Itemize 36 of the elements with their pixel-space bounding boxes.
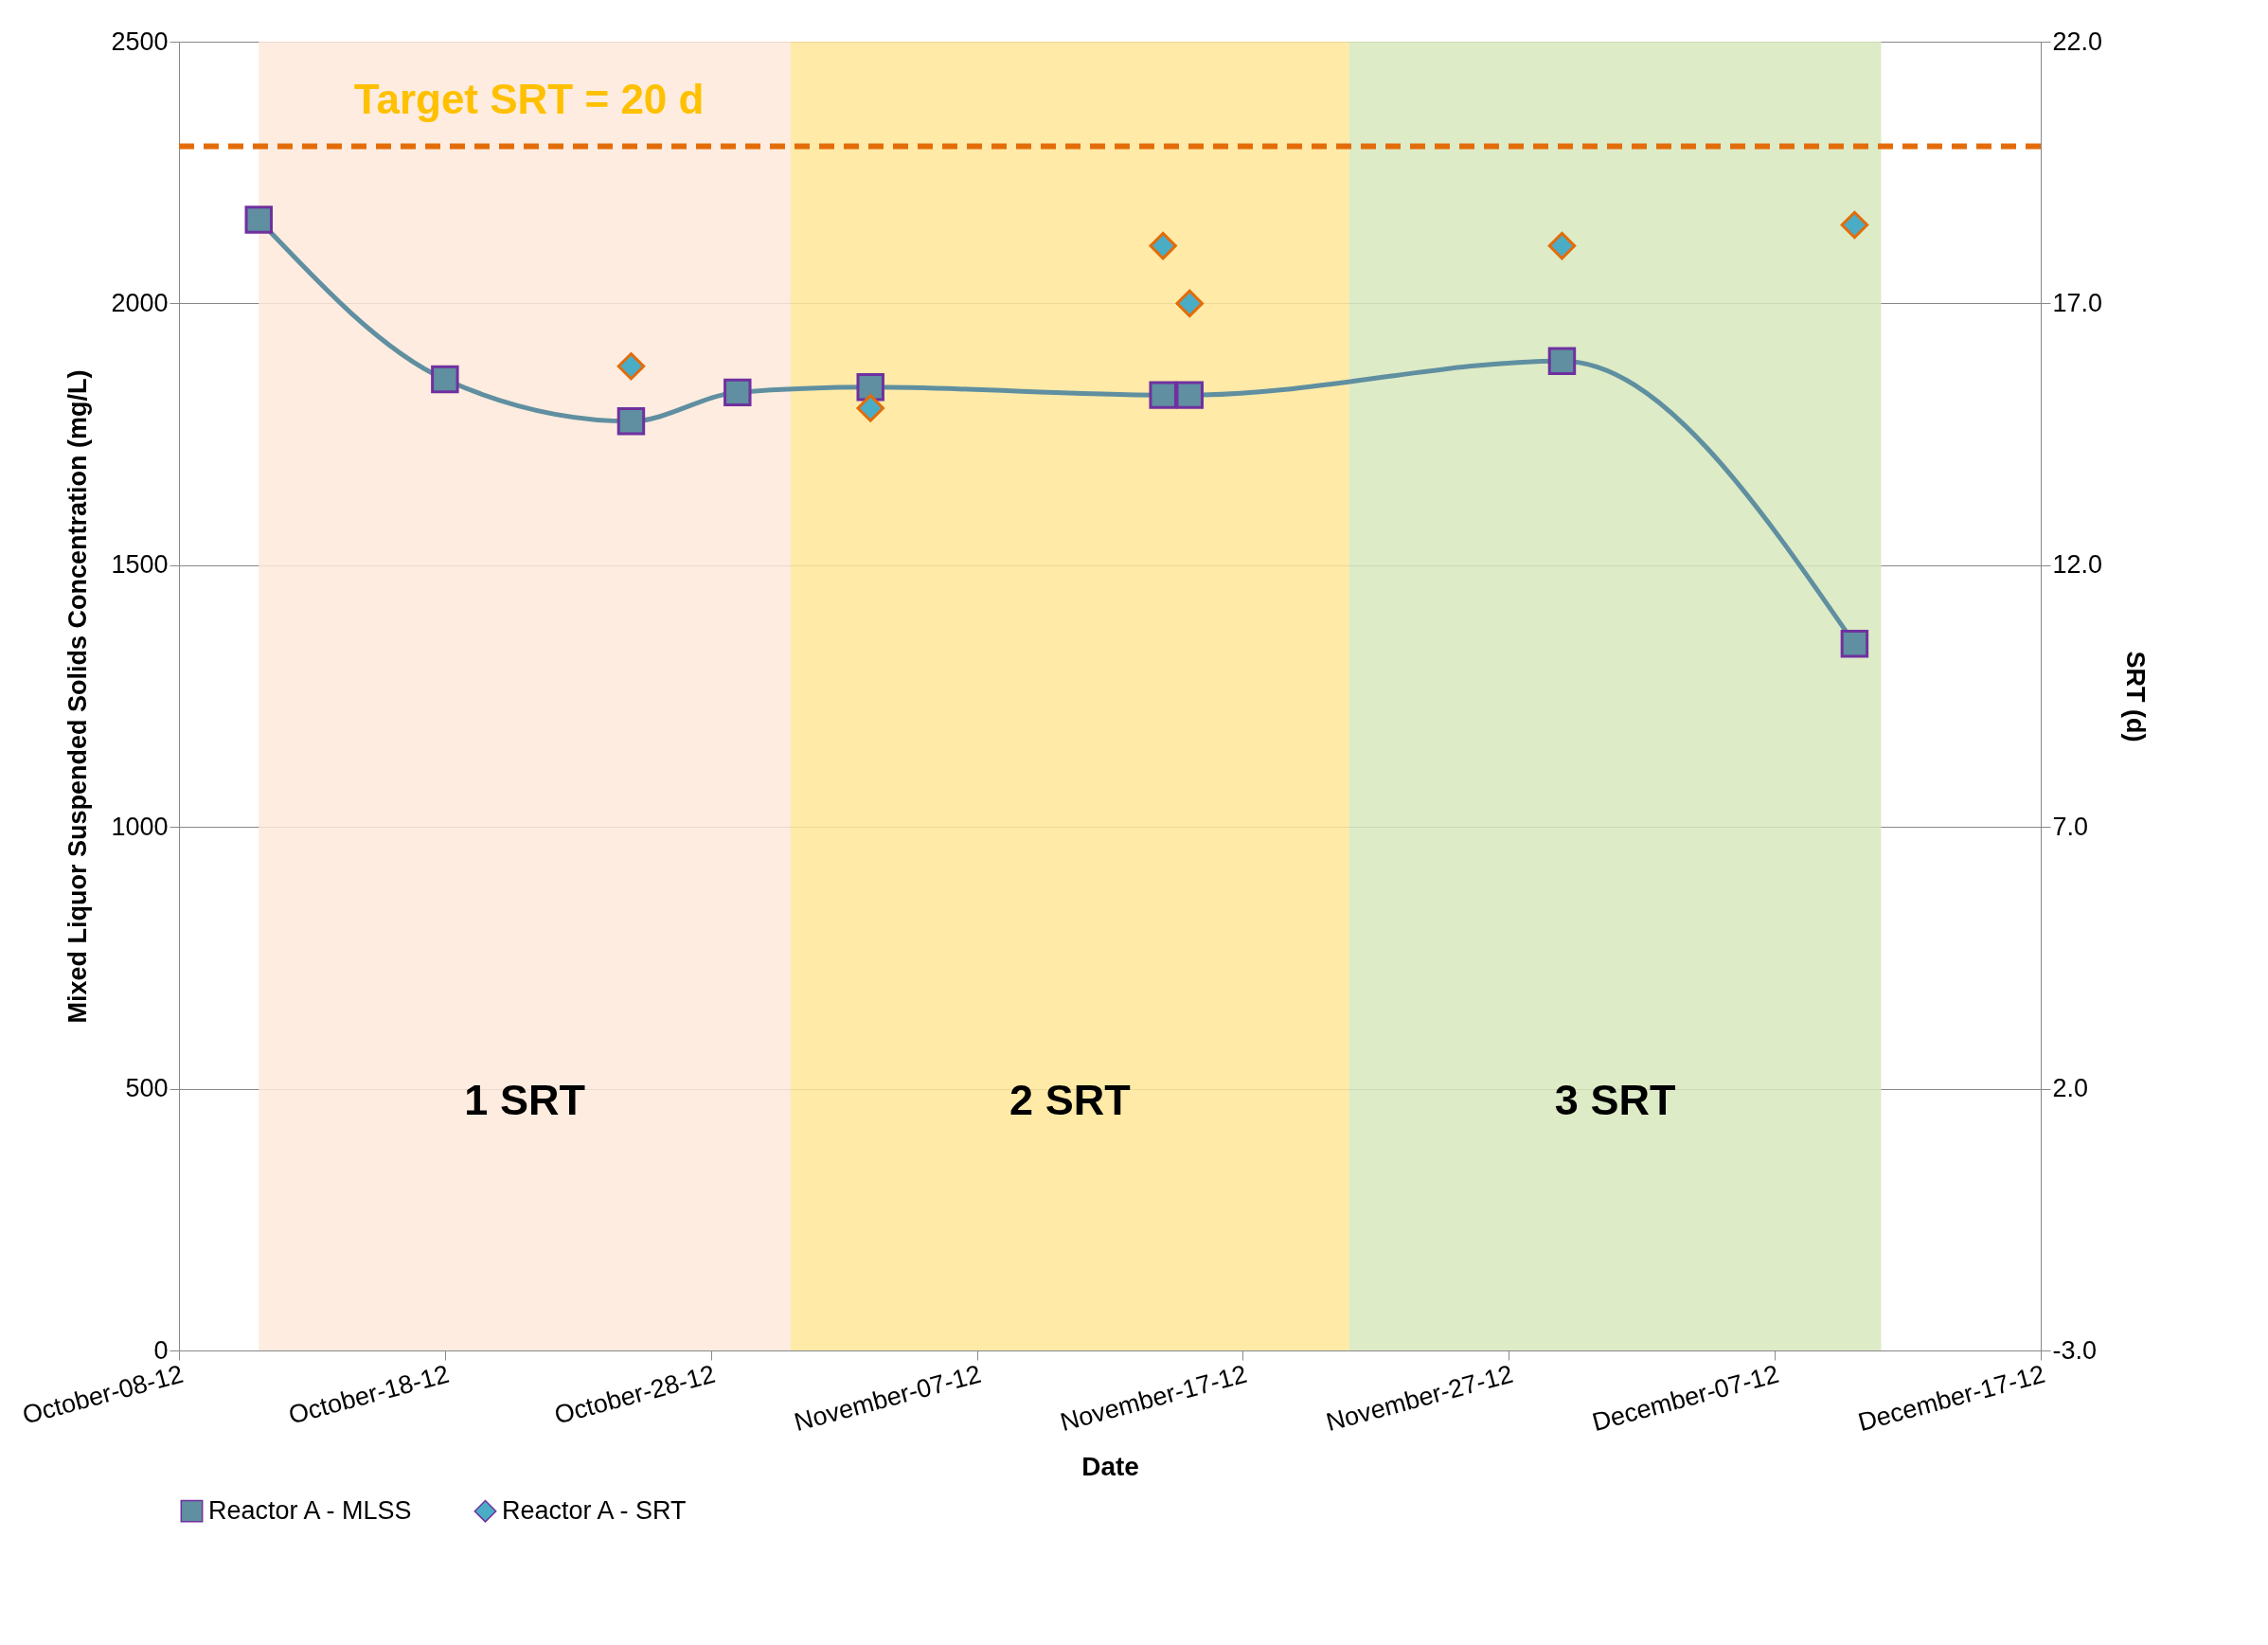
point — [616, 407, 646, 436]
point — [723, 378, 752, 407]
point — [1175, 381, 1204, 409]
y-tick-label: 500 — [125, 1074, 169, 1103]
y2-tick-label: -3.0 — [2052, 1335, 2098, 1365]
point — [431, 365, 459, 394]
y-tick-label: 0 — [153, 1335, 169, 1365]
point — [1149, 231, 1177, 260]
point — [1547, 231, 1577, 260]
y2-tick-label: 17.0 — [2052, 288, 2103, 317]
band-label: 1 SRT — [464, 1076, 585, 1125]
point — [1840, 629, 1869, 658]
y2-tick-label: 7.0 — [2052, 812, 2089, 841]
band-label: 2 SRT — [1009, 1076, 1131, 1125]
legend-label: Reactor A - MLSS — [208, 1495, 412, 1525]
y-tick-label: 2000 — [111, 288, 169, 317]
y-tick-label: 1000 — [111, 812, 169, 841]
y2-axis-title: SRT (d) — [2121, 651, 2151, 742]
y2-tick-label: 22.0 — [2052, 27, 2103, 56]
point — [856, 394, 884, 422]
point — [1175, 289, 1204, 318]
point — [1149, 381, 1177, 409]
x-axis-title: Date — [1081, 1452, 1139, 1482]
ref-line-label: Target SRT = 20 d — [353, 75, 705, 122]
point — [244, 206, 273, 234]
y2-tick-label: 12.0 — [2052, 550, 2103, 580]
legend-label: Reactor A - SRT — [502, 1495, 687, 1525]
y-tick-label: 2500 — [111, 27, 169, 56]
y-tick-label: 1500 — [111, 550, 169, 580]
point — [1547, 347, 1577, 375]
band-label: 3 SRT — [1554, 1076, 1676, 1125]
point — [616, 352, 646, 381]
y2-tick-label: 2.0 — [2052, 1074, 2089, 1103]
y-axis-title: Mixed Liquor Suspended Solids Concentration (mg/L) — [63, 369, 93, 1024]
point — [856, 373, 884, 402]
point — [1840, 210, 1869, 240]
